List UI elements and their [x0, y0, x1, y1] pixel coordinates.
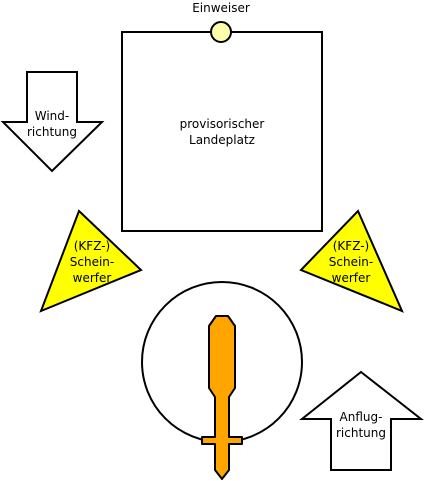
spotlight-left-line3: werfer [73, 271, 112, 285]
spotlight-right-line1: (KFZ-) [333, 239, 369, 253]
spotlight-right-line3: werfer [332, 271, 371, 285]
spotlight-left-line1: (KFZ-) [74, 239, 110, 253]
marshaller-marker [210, 21, 232, 43]
approach-label-line2: richtung [336, 426, 386, 440]
spotlight-left-line2: Schein- [70, 255, 114, 269]
wind-label-line1: Wind- [35, 109, 70, 123]
approach-label-line1: Anflug- [340, 410, 383, 424]
helicopter-shape [201, 315, 243, 480]
marshaller-label: Einweiser [192, 1, 250, 15]
landing-site-label-line1: provisorischer [180, 117, 265, 131]
wind-direction-arrow [0, 71, 105, 173]
landing-site-label-line2: Landeplatz [189, 133, 255, 147]
spotlight-right-line2: Schein- [329, 255, 373, 269]
spotlight-right [299, 209, 404, 313]
landing-site-square [121, 31, 323, 232]
spotlight-left [39, 209, 143, 313]
wind-label-line2: richtung [27, 125, 77, 139]
approach-direction-arrow [299, 370, 424, 471]
